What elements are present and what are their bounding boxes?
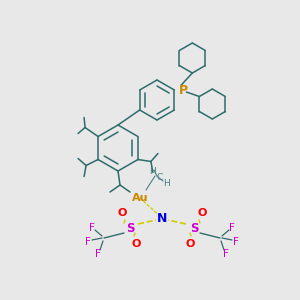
Text: F: F [95,249,101,259]
Text: F: F [89,223,95,233]
Text: O: O [131,239,141,249]
Text: F: F [85,237,91,247]
Text: F: F [233,237,239,247]
Text: H: H [148,167,155,176]
Text: H: H [163,179,170,188]
Text: S: S [126,221,134,235]
Text: N: N [157,212,167,224]
Text: C: C [157,173,163,182]
Text: F: F [229,223,235,233]
Text: O: O [117,208,127,218]
Text: S: S [190,221,198,235]
Text: P: P [179,83,188,97]
Text: O: O [197,208,207,218]
Text: O: O [185,239,195,249]
Text: F: F [223,249,229,259]
Text: Au: Au [132,193,148,203]
